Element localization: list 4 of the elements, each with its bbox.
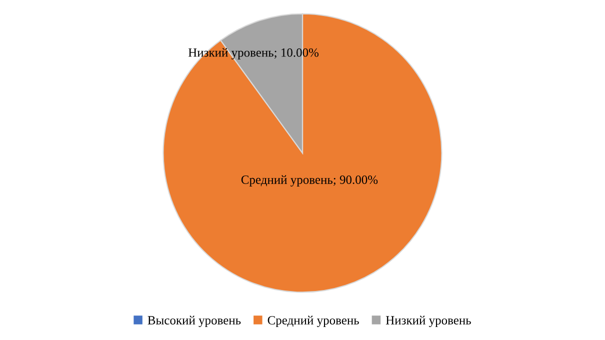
legend-label: Высокий уровень — [148, 316, 241, 328]
data-label: Средний уровень; 90.00% — [241, 175, 378, 187]
legend-label: Средний уровень — [268, 316, 359, 328]
legend-label: Низкий уровень — [386, 316, 471, 328]
